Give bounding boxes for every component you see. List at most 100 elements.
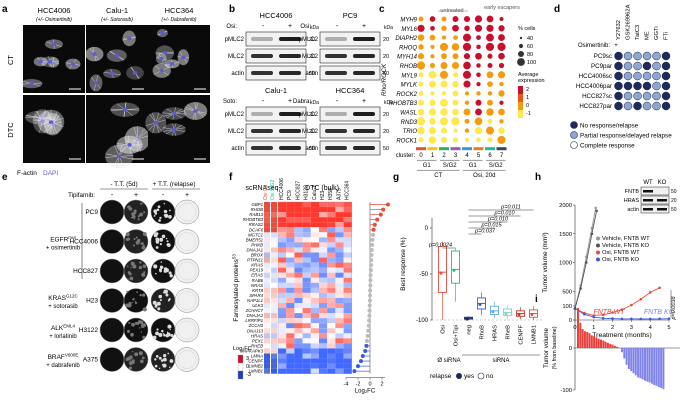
c-dot	[452, 137, 459, 143]
d-osi-plus: +	[614, 43, 618, 49]
a-nucleus	[162, 51, 167, 55]
h-point	[583, 312, 586, 316]
c-phase-label: S/G2	[489, 163, 503, 169]
c-dot	[416, 117, 426, 126]
c-dot	[476, 91, 481, 96]
f-heat-cell	[319, 318, 328, 324]
b-blot-title: PC9	[343, 11, 358, 20]
f-sc-cell	[271, 217, 277, 223]
f-sc-cell	[264, 232, 270, 238]
e-colony	[139, 202, 143, 205]
f-heat-cell	[286, 222, 295, 228]
e-colony	[166, 240, 169, 243]
f-sc-cell	[264, 353, 270, 359]
c-dot	[418, 16, 424, 22]
c-color-legend-value: 0	[526, 103, 529, 109]
f-heat-cell	[294, 217, 303, 223]
f-heat-cell	[294, 247, 303, 253]
f-heat-cell	[319, 308, 328, 314]
f-lollipop-dot	[378, 212, 383, 217]
g-point	[530, 313, 534, 317]
b-band-plus	[279, 129, 301, 133]
e-colony	[157, 205, 161, 209]
i-bar-wt	[593, 336, 596, 348]
e-colony	[131, 360, 135, 364]
c-dot	[441, 136, 447, 143]
f-heat-cell	[343, 318, 352, 324]
e-colony	[164, 213, 168, 217]
i-bar-ko	[650, 348, 653, 384]
g-group-label: CENPF	[519, 325, 525, 345]
f-heat-cell	[310, 368, 319, 374]
a-row-ct: CT	[6, 55, 15, 65]
e-colony	[142, 231, 147, 236]
f-heat-cell	[286, 257, 295, 263]
f-heat-cell	[327, 202, 336, 208]
g-pvalue: p=0.011	[500, 205, 521, 211]
f-heat-cell	[335, 368, 344, 374]
d-response-dot	[633, 71, 642, 81]
f-lollipop-dot	[366, 328, 371, 333]
h-ytick-label: 1500	[559, 232, 572, 238]
e-group-treatment: + dabrafenib	[46, 363, 80, 369]
b-band-frame	[319, 123, 381, 139]
e-colony	[130, 261, 135, 266]
f-heat-cell	[343, 308, 352, 314]
f-protein-label: BROX	[251, 253, 263, 258]
f-heat-cell	[343, 207, 352, 213]
h-legend-dot	[596, 236, 600, 241]
b-blot-title: HCC4006	[260, 11, 293, 20]
g-sirna-label: siRNA	[492, 358, 509, 364]
f-heat-cell	[310, 333, 319, 339]
b-kda-value: 20	[309, 129, 315, 135]
c-dot	[498, 34, 505, 42]
f-heat-cell	[278, 323, 287, 329]
e-group-label: ALKEML4	[51, 324, 76, 333]
d-response-dot	[661, 101, 671, 111]
d-response-dot	[614, 61, 623, 71]
c-size-legend-title: % cells	[518, 26, 536, 32]
c-dot	[475, 99, 482, 106]
e-colony	[153, 264, 157, 268]
e-colony	[158, 356, 162, 360]
d-drug-label: FTi	[664, 32, 670, 40]
f-heat-cell	[327, 257, 336, 263]
h-point	[592, 315, 596, 319]
b-blot-title: HCC364	[336, 86, 365, 95]
c-size-legend-value: 60	[527, 44, 533, 50]
h-wb-frame	[640, 186, 670, 196]
g-point	[478, 302, 482, 306]
e-well	[123, 258, 149, 284]
i-bar-ko	[627, 348, 630, 369]
f-bulk-col: HCC364	[345, 181, 351, 200]
f-lollipop-dot	[386, 202, 390, 207]
f-heat-cell	[327, 297, 336, 303]
a-row-dtc: DTC	[6, 122, 15, 138]
e-colony	[133, 244, 136, 247]
f-lollipop-dot	[364, 343, 369, 348]
c-dot	[428, 108, 437, 116]
h-point	[648, 291, 652, 294]
f-heat-cell	[327, 272, 336, 278]
f-heat-cell	[335, 242, 344, 248]
e-colony	[139, 327, 141, 329]
f-heat-cell	[278, 237, 287, 243]
e-well	[174, 199, 200, 225]
b-band-minus	[251, 129, 273, 133]
f-sc-cell	[264, 227, 270, 233]
g-group-label: neg	[467, 325, 473, 335]
e-colony	[158, 219, 161, 222]
e-well	[174, 258, 200, 284]
e-colony	[152, 300, 157, 305]
d-response-dot	[652, 51, 661, 61]
b-band-minus	[251, 37, 273, 41]
e-row-label: PC9	[85, 209, 98, 216]
i-bar-ko	[662, 348, 665, 390]
h-wb-frame	[640, 195, 670, 205]
b-kda-value: 20	[309, 112, 315, 118]
f-heat-cell	[343, 323, 352, 329]
f-heat-cell	[310, 343, 319, 349]
c-dot	[441, 16, 447, 22]
f-sc-cell	[271, 368, 277, 374]
f-heat-cell	[327, 333, 336, 339]
